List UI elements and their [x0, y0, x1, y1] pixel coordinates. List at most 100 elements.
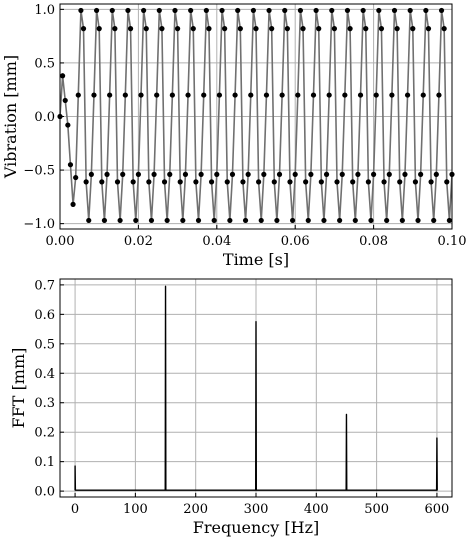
data-point — [384, 217, 390, 224]
data-point — [219, 7, 225, 14]
data-point — [201, 92, 207, 98]
data-point — [104, 171, 110, 177]
data-point — [284, 26, 290, 32]
y-tick-label: 0.5 — [34, 337, 55, 352]
data-point — [410, 26, 416, 32]
x-tick-label: 300 — [244, 502, 269, 517]
y-axis-label: Vibration [mm] — [1, 55, 20, 179]
data-point — [167, 171, 173, 177]
data-point — [148, 217, 155, 224]
data-point — [300, 26, 306, 32]
data-point — [86, 217, 92, 224]
data-point — [112, 26, 118, 32]
data-point — [323, 171, 330, 177]
data-point — [138, 92, 144, 98]
data-point — [415, 217, 421, 224]
data-point — [214, 171, 220, 177]
data-point — [352, 217, 358, 224]
data-point — [122, 92, 128, 98]
data-point — [389, 92, 395, 98]
x-tick-label: 0.06 — [281, 234, 310, 249]
data-point — [240, 179, 246, 185]
x-tick-label: 200 — [183, 502, 208, 517]
y-tick-label: 0.5 — [34, 56, 55, 71]
y-tick-label: 1.0 — [34, 3, 55, 18]
data-point — [444, 179, 450, 185]
y-tick-label: 0.6 — [34, 308, 55, 323]
data-point — [130, 179, 136, 185]
data-point — [266, 7, 272, 14]
data-point — [188, 7, 194, 14]
data-point — [159, 26, 165, 32]
y-tick-label: −1.0 — [23, 217, 55, 232]
data-point — [172, 7, 178, 14]
x-tick-label: 500 — [364, 502, 389, 517]
fft-frequency-chart: 0 100 200 300 400 500 600 0.0 0.1 0.2 0.3 0.4 0.5 0.6… — [9, 278, 453, 537]
data-point — [224, 179, 230, 185]
x-tick-label: 0.10 — [438, 234, 467, 249]
data-point — [151, 171, 157, 177]
data-point — [107, 92, 113, 98]
data-point — [404, 92, 411, 98]
data-point — [357, 92, 364, 98]
data-point — [161, 179, 168, 185]
data-point — [109, 7, 115, 14]
data-point — [316, 26, 322, 32]
data-point — [101, 217, 108, 224]
data-point — [135, 171, 141, 177]
data-point — [394, 26, 400, 32]
data-point — [156, 7, 162, 14]
data-point — [386, 171, 392, 177]
data-point — [195, 217, 202, 224]
data-point — [378, 26, 385, 32]
data-point — [342, 92, 348, 98]
data-point — [308, 171, 314, 177]
data-point — [127, 26, 134, 32]
data-point — [360, 7, 366, 14]
y-tick-label: 0.2 — [34, 426, 55, 441]
x-axis-label: Frequency [Hz] — [193, 518, 320, 537]
x-tick-label: 0.00 — [46, 234, 75, 249]
data-point — [397, 179, 403, 185]
data-point — [242, 217, 249, 224]
data-point — [235, 7, 241, 14]
data-point — [431, 217, 437, 224]
data-point — [412, 179, 419, 185]
data-point — [182, 171, 189, 177]
data-point — [347, 26, 353, 32]
data-point — [78, 7, 84, 14]
data-point — [436, 92, 442, 98]
data-point — [169, 92, 175, 98]
data-point — [253, 26, 259, 32]
data-point — [75, 92, 81, 98]
data-point — [276, 171, 283, 177]
data-point — [271, 179, 277, 185]
data-point — [185, 92, 191, 98]
data-point — [282, 7, 288, 14]
data-point — [203, 7, 209, 14]
data-point — [227, 217, 233, 224]
x-tick-label: 600 — [425, 502, 450, 517]
data-point — [303, 179, 309, 185]
data-point — [402, 171, 408, 177]
data-point — [295, 92, 301, 98]
vibration-series-line — [59, 9, 453, 222]
data-point — [206, 26, 212, 32]
data-point — [67, 162, 74, 168]
data-point — [80, 26, 87, 32]
data-point — [310, 92, 317, 98]
data-point — [446, 217, 452, 224]
data-point — [365, 179, 371, 185]
data-point — [289, 217, 296, 224]
data-point — [93, 7, 100, 14]
data-point — [326, 92, 332, 98]
data-point — [211, 217, 217, 224]
data-point — [418, 171, 424, 177]
data-point — [164, 217, 170, 224]
data-point — [180, 217, 186, 224]
data-point — [143, 26, 149, 32]
data-point — [269, 26, 275, 32]
data-point — [117, 217, 123, 224]
data-point — [423, 7, 429, 14]
y-axis-label: FFT [mm] — [9, 348, 28, 429]
